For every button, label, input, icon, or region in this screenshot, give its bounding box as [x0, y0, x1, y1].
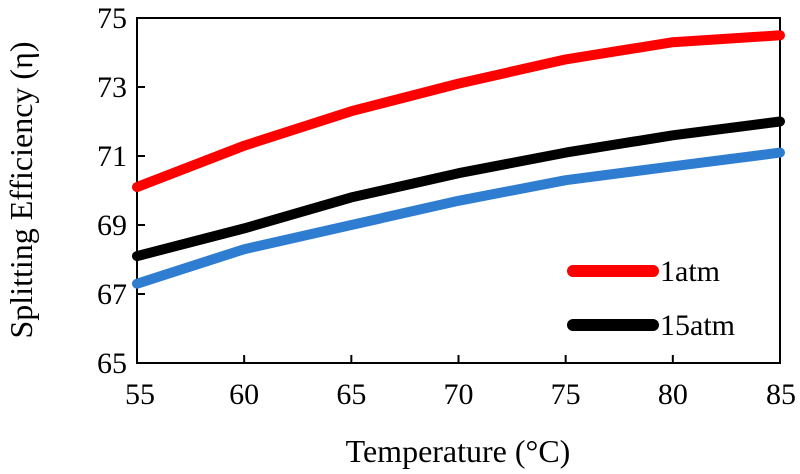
x-tick-label: 70: [444, 378, 474, 411]
y-tick-label: 65: [97, 347, 127, 380]
y-tick-label: 69: [97, 209, 127, 242]
y-tick-label: 71: [97, 140, 127, 173]
x-tick-label: 75: [551, 378, 581, 411]
legend-label-15atm: 15atm: [660, 309, 735, 342]
x-tick-label: 85: [766, 378, 796, 411]
y-tick-label: 75: [97, 2, 127, 35]
series-line-series-3: [132, 147, 785, 289]
plot-area: [136, 17, 781, 364]
series-line-1atm: [132, 30, 785, 193]
x-tick-label: 65: [336, 378, 366, 411]
y-tick-label: 67: [97, 278, 127, 311]
x-axis-title: Temperature (°C): [346, 433, 571, 469]
series-lines: [132, 30, 785, 289]
y-axis-ticks: 65 67 69 71 73 75: [97, 2, 145, 380]
x-axis-ticks: 55 60 65 70 75 80 85: [125, 355, 796, 411]
x-tick-label: 55: [125, 378, 155, 411]
x-tick-label: 80: [658, 378, 688, 411]
legend: 1atm 15atm: [567, 255, 735, 342]
series-line-15atm: [132, 116, 785, 262]
legend-label-1atm: 1atm: [660, 255, 720, 288]
y-tick-label: 73: [97, 71, 127, 104]
x-tick-label: 60: [229, 378, 259, 411]
y-axis-title: Splitting Efficiency (η): [3, 42, 39, 339]
